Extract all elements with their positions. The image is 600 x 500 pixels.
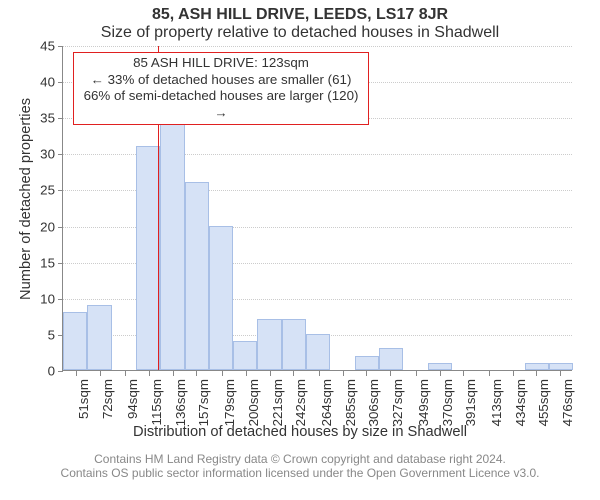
histogram-bar bbox=[257, 319, 281, 370]
annotation-box: 85 ASH HILL DRIVE: 123sqm← 33% of detach… bbox=[73, 52, 369, 125]
histogram-bar bbox=[233, 341, 257, 370]
y-tick-label: 15 bbox=[29, 255, 55, 270]
y-tick-label: 10 bbox=[29, 291, 55, 306]
y-tick-label: 40 bbox=[29, 75, 55, 90]
x-tick bbox=[560, 371, 561, 376]
x-tick bbox=[463, 371, 464, 376]
histogram-bar bbox=[209, 226, 233, 370]
x-tick bbox=[319, 371, 320, 376]
plot-area: 85 ASH HILL DRIVE: 123sqm← 33% of detach… bbox=[62, 46, 572, 371]
gridline bbox=[63, 46, 572, 47]
x-tick bbox=[536, 371, 537, 376]
x-tick bbox=[270, 371, 271, 376]
y-tick bbox=[58, 190, 63, 191]
x-tick bbox=[100, 371, 101, 376]
y-tick bbox=[58, 299, 63, 300]
y-tick bbox=[58, 118, 63, 119]
x-tick bbox=[293, 371, 294, 376]
y-tick-label: 5 bbox=[29, 327, 55, 342]
annotation-line: 66% of semi-detached houses are larger (… bbox=[80, 88, 362, 121]
histogram-bar bbox=[379, 348, 403, 370]
x-tick bbox=[196, 371, 197, 376]
histogram-bar bbox=[525, 363, 549, 370]
x-tick bbox=[76, 371, 77, 376]
histogram-bar bbox=[136, 146, 160, 370]
annotation-line: 85 ASH HILL DRIVE: 123sqm bbox=[80, 55, 362, 72]
x-tick bbox=[440, 371, 441, 376]
y-tick-label: 30 bbox=[29, 147, 55, 162]
annotation-line: ← 33% of detached houses are smaller (61… bbox=[80, 72, 362, 89]
y-tick bbox=[58, 227, 63, 228]
histogram-bar bbox=[355, 356, 379, 370]
histogram-bar bbox=[63, 312, 87, 370]
x-tick bbox=[489, 371, 490, 376]
y-tick-label: 20 bbox=[29, 219, 55, 234]
y-tick bbox=[58, 154, 63, 155]
footer-line2: Contains OS public sector information li… bbox=[0, 466, 600, 480]
histogram-bar bbox=[185, 182, 209, 370]
x-axis-label: Distribution of detached houses by size … bbox=[0, 424, 600, 440]
y-tick bbox=[58, 263, 63, 264]
y-tick-label: 0 bbox=[29, 364, 55, 379]
chart-title-line1: 85, ASH HILL DRIVE, LEEDS, LS17 8JR bbox=[0, 6, 600, 24]
y-tick bbox=[58, 82, 63, 83]
y-tick-label: 35 bbox=[29, 111, 55, 126]
x-tick bbox=[125, 371, 126, 376]
x-tick bbox=[343, 371, 344, 376]
y-tick bbox=[58, 371, 63, 372]
chart-title-line2: Size of property relative to detached ho… bbox=[0, 24, 600, 42]
footer-attribution: Contains HM Land Registry data © Crown c… bbox=[0, 452, 600, 480]
x-tick bbox=[416, 371, 417, 376]
x-tick bbox=[173, 371, 174, 376]
histogram-bar bbox=[87, 305, 111, 370]
y-tick-label: 25 bbox=[29, 183, 55, 198]
x-tick bbox=[513, 371, 514, 376]
y-tick-label: 45 bbox=[29, 39, 55, 54]
x-tick bbox=[246, 371, 247, 376]
footer-line1: Contains HM Land Registry data © Crown c… bbox=[0, 452, 600, 466]
x-tick bbox=[366, 371, 367, 376]
histogram-bar bbox=[282, 319, 306, 370]
chart-container: { "title_line1": "85, ASH HILL DRIVE, LE… bbox=[0, 0, 600, 500]
x-tick bbox=[222, 371, 223, 376]
histogram-bar bbox=[428, 363, 452, 370]
x-tick bbox=[390, 371, 391, 376]
y-tick bbox=[58, 46, 63, 47]
histogram-bar bbox=[160, 103, 184, 370]
histogram-bar bbox=[549, 363, 573, 370]
histogram-bar bbox=[306, 334, 330, 370]
x-tick bbox=[149, 371, 150, 376]
